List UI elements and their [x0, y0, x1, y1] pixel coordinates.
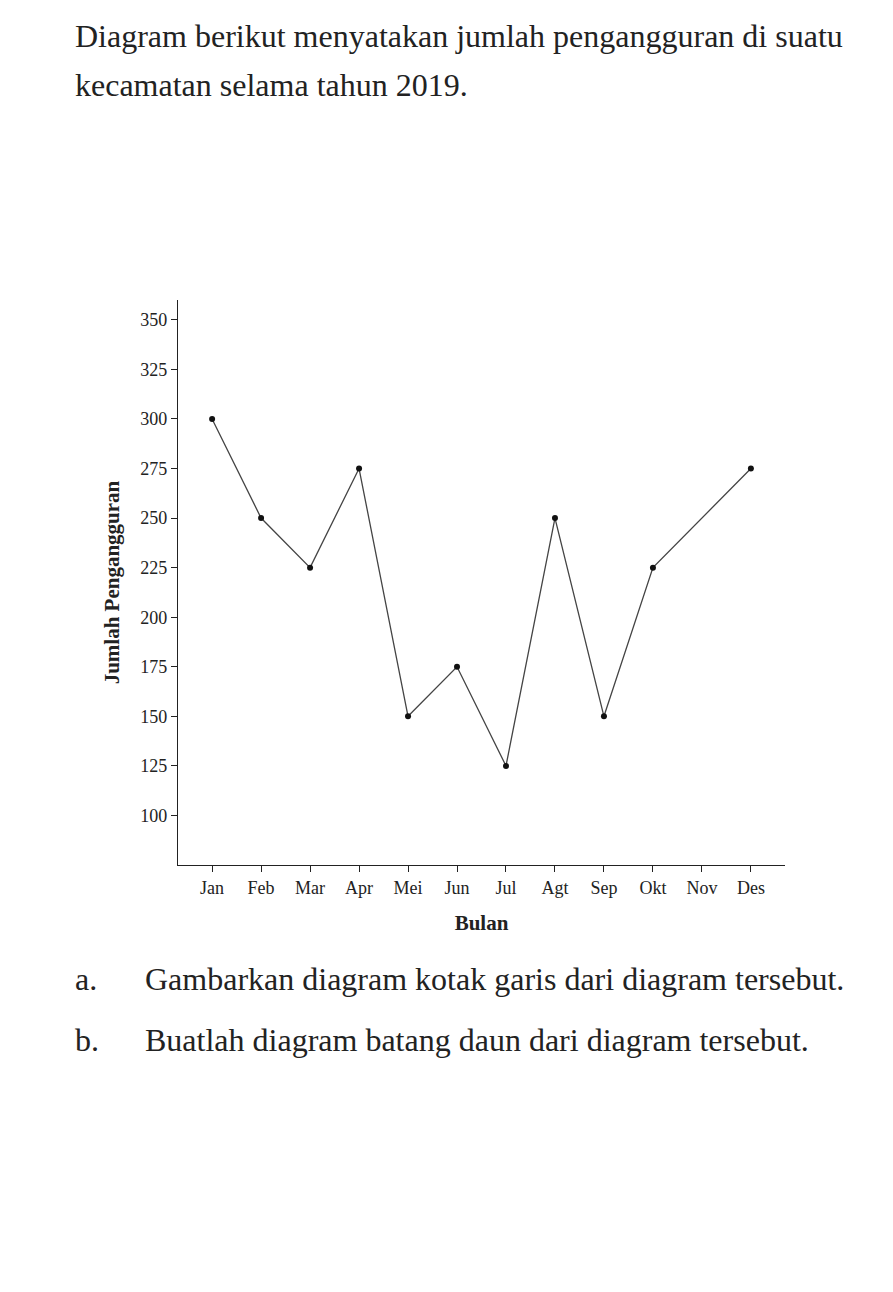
svg-text:Nov: Nov: [686, 878, 717, 898]
svg-text:Jul: Jul: [495, 878, 516, 898]
svg-text:Agt: Agt: [541, 878, 568, 898]
svg-text:325: 325: [140, 360, 167, 380]
svg-text:125: 125: [140, 756, 167, 776]
svg-text:150: 150: [140, 707, 167, 727]
html-text:Buatlah diagram batang daun da: Buatlah diagram batang daun dari diagram…: [145, 1022, 809, 1058]
svg-text:Des: Des: [737, 878, 765, 898]
svg-text:300: 300: [140, 409, 167, 429]
svg-text:275: 275: [140, 459, 167, 479]
svg-text:Jumlah Pengangguran: Jumlah Pengangguran: [100, 480, 124, 684]
svg-text:Okt: Okt: [639, 878, 666, 898]
svg-text:Mar: Mar: [295, 878, 325, 898]
svg-text:200: 200: [140, 607, 167, 627]
svg-text:Jun: Jun: [445, 878, 470, 898]
svg-text:Apr: Apr: [345, 878, 373, 898]
html-text:Diagram berikut menyatakan jum: Diagram berikut menyatakan jumlah pengan…: [75, 18, 843, 103]
svg-text:100: 100: [140, 806, 167, 826]
svg-text:225: 225: [140, 558, 167, 578]
svg-text:Mei: Mei: [394, 878, 423, 898]
html-text:a.: a.: [75, 961, 98, 997]
html-text:Gambarkan diagram kotak garis: Gambarkan diagram kotak garis dari diagr…: [145, 961, 845, 997]
svg-text:Feb: Feb: [248, 878, 275, 898]
svg-text:Sep: Sep: [590, 878, 617, 898]
svg-text:Jan: Jan: [200, 878, 224, 898]
svg-text:250: 250: [140, 508, 167, 528]
svg-text:Bulan: Bulan: [455, 911, 509, 935]
html-text:b.: b.: [75, 1022, 99, 1058]
svg-text:175: 175: [140, 657, 167, 677]
svg-text:350: 350: [140, 310, 167, 330]
